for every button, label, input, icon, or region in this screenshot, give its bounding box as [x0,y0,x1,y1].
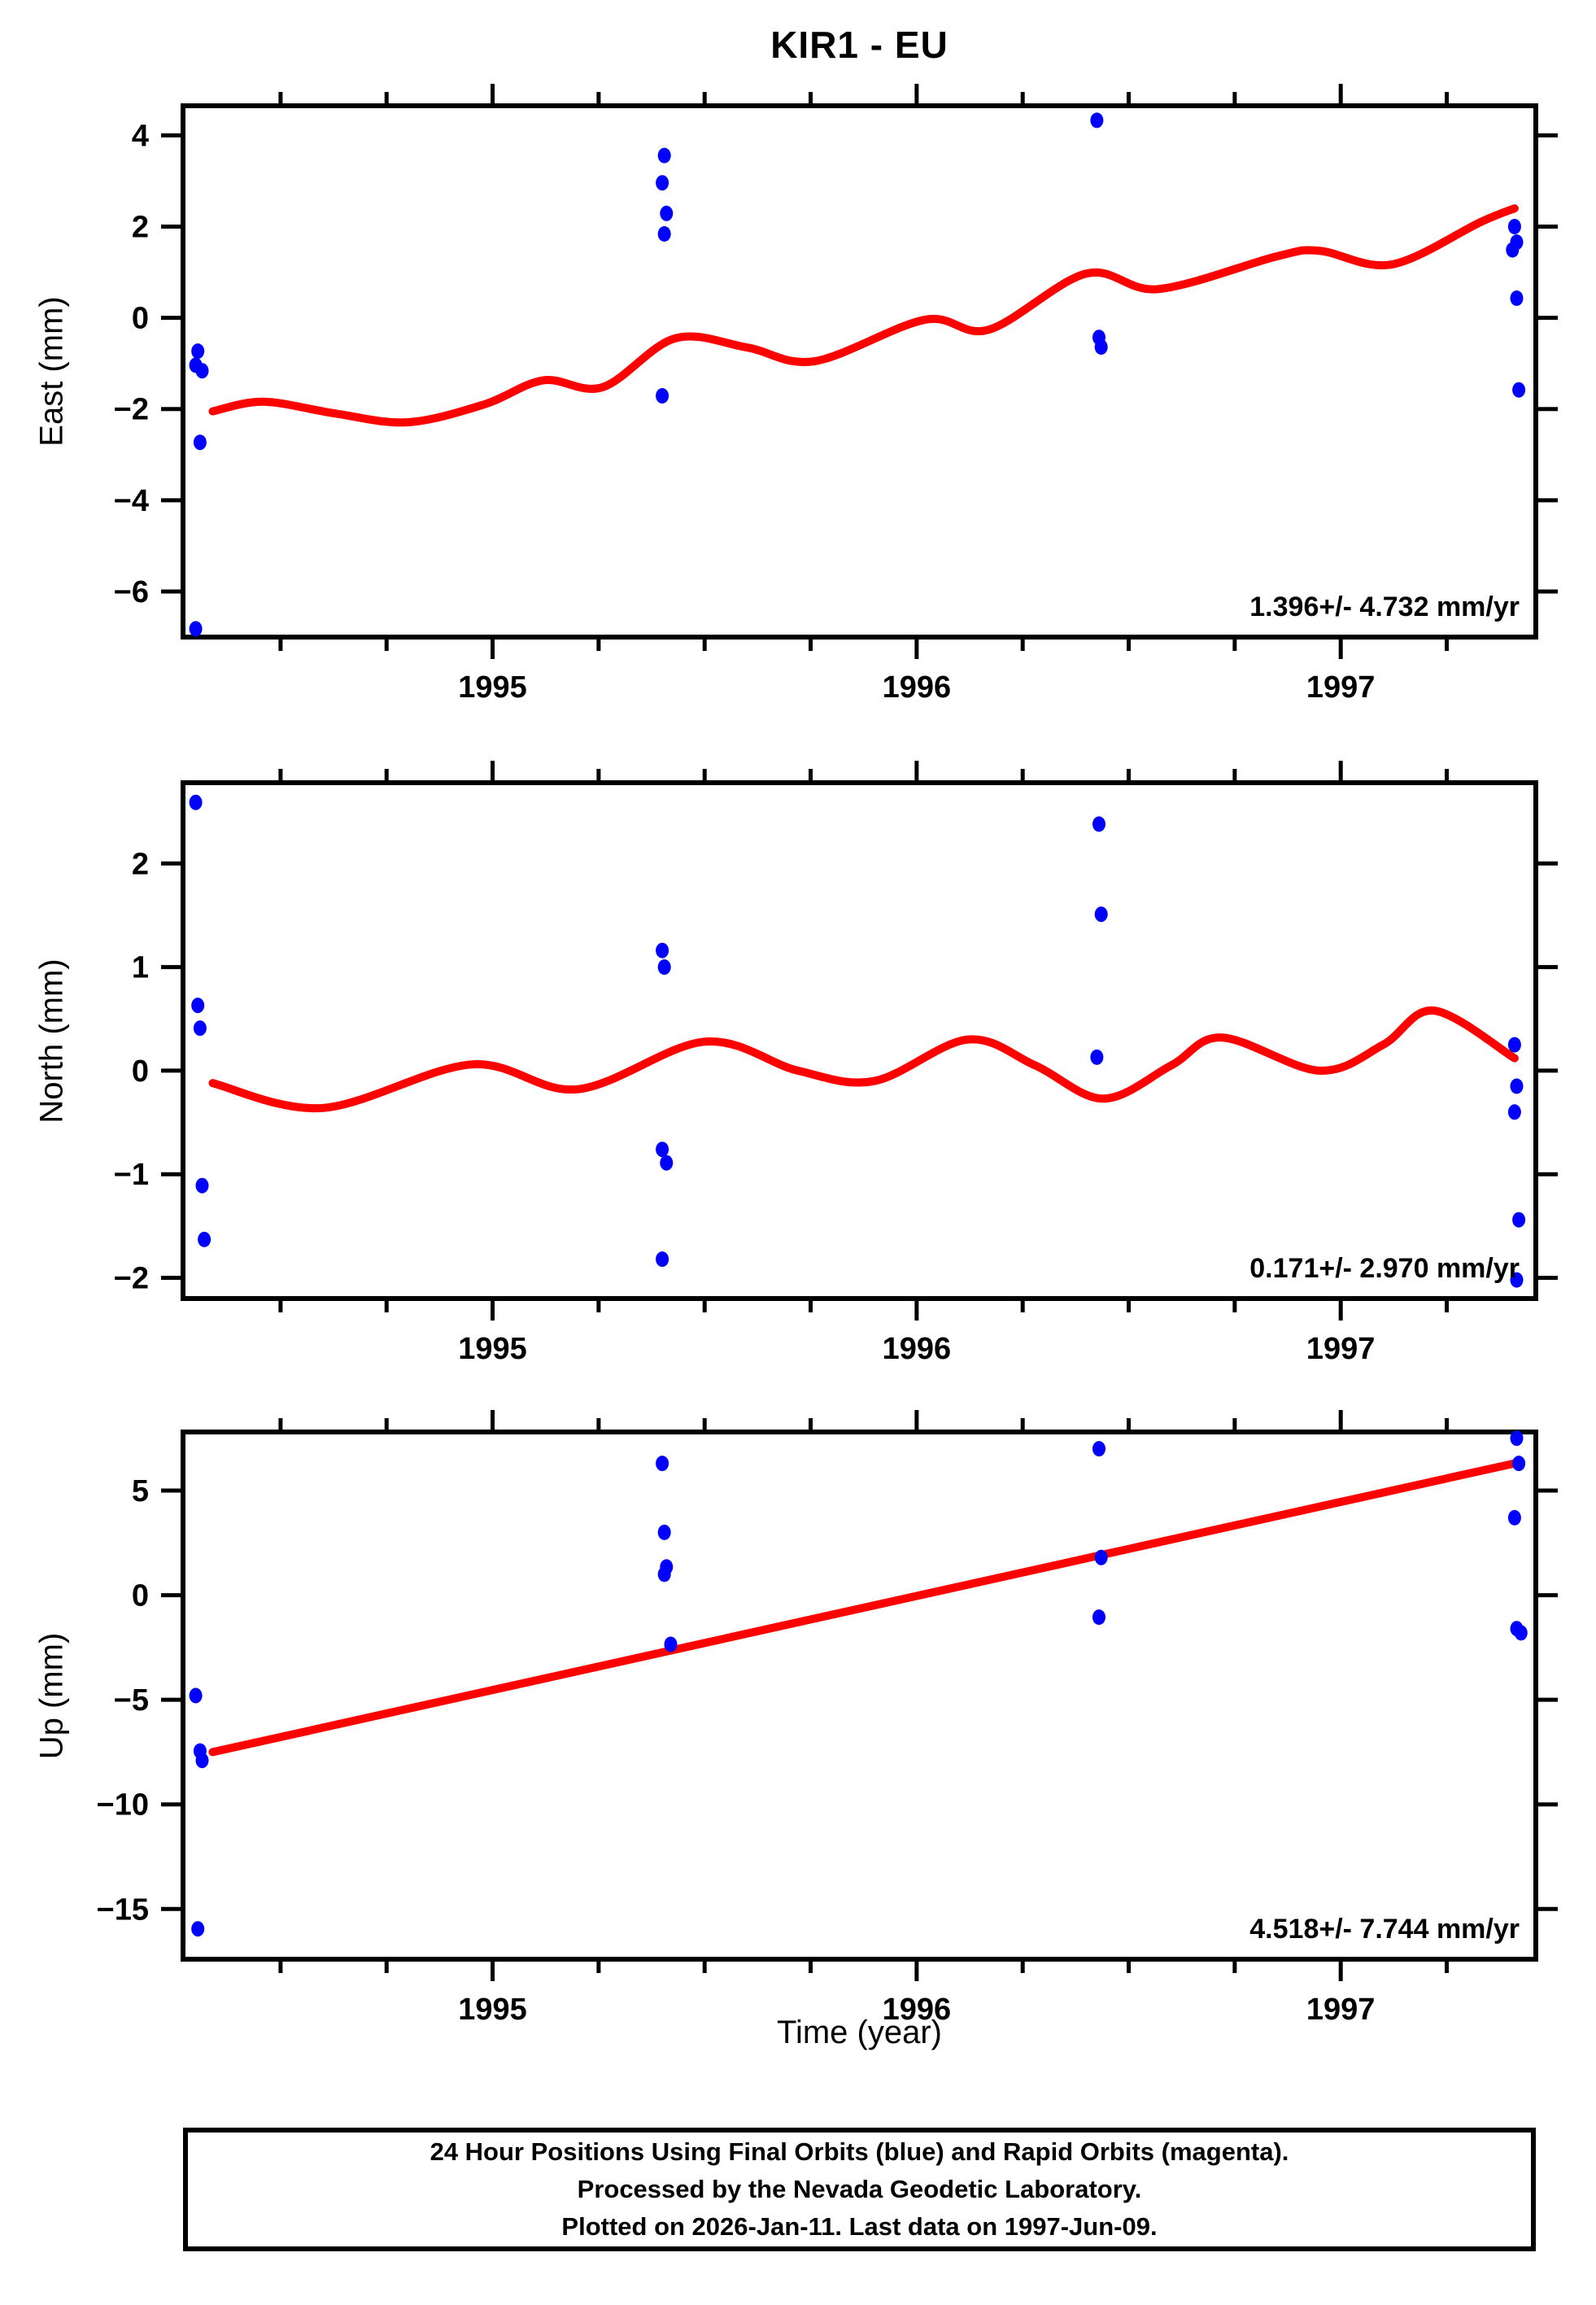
data-point [657,959,671,976]
fit-line-up [208,1459,1519,1757]
data-point [189,1687,203,1704]
rate-annotation-east: 1.396+/- 4.732 mm/yr [1249,592,1520,622]
x-tick-label: 1995 [458,1993,527,2027]
data-point [193,1020,207,1037]
data-point [656,175,669,191]
data-point [657,1524,671,1540]
data-point [1507,1037,1521,1053]
x-tick-label: 1995 [458,670,527,705]
x-tick-label: 1997 [1306,1993,1376,2027]
data-point [656,1456,669,1472]
data-point [1510,1078,1524,1094]
data-point [1510,290,1524,306]
data-point [664,1636,678,1652]
y-axis-label-east: East (mm) [29,106,75,637]
page-title: KIR1 - EU [770,24,948,66]
y-axis-label-east-text: East (mm) [33,296,70,447]
data-point [1507,219,1521,234]
data-point [1507,1104,1521,1120]
y-axis-label-up: Up (mm) [29,1432,75,1959]
y-tick-label: −5 [114,1683,149,1718]
y-axis-label-up-text: Up (mm) [33,1632,70,1759]
data-point [1514,1625,1528,1641]
y-tick-label: −10 [97,1788,149,1823]
x-tick-label: 1996 [883,670,952,705]
x-tick-label: 1997 [1306,1332,1376,1366]
data-point [1094,906,1108,923]
data-point [195,1177,209,1194]
x-tick-label: 1995 [458,1332,527,1366]
rate-annotation-up: 4.518+/- 7.744 mm/yr [1249,1914,1520,1945]
y-tick-label: −1 [114,1158,149,1192]
y-tick-label: 5 [132,1474,149,1508]
y-tick-label: 0 [132,1579,149,1613]
data-point [1510,1430,1524,1447]
fit-line-north [208,1006,1519,1113]
data-point [1506,242,1520,258]
data-point [657,1566,671,1583]
data-point [656,388,669,404]
y-tick-label: −2 [114,393,149,427]
data-point [1507,1509,1521,1526]
x-tick-label: 1996 [883,1332,952,1366]
y-axis-label-north-text: North (mm) [33,958,70,1124]
caption-line-1: 24 Hour Positions Using Final Orbits (bl… [430,2137,1289,2166]
data-point [195,1753,209,1769]
caption-line-3: Plotted on 2026-Jan-11. Last data on 199… [561,2212,1158,2241]
caption-line-2: Processed by the Nevada Geodetic Laborat… [577,2175,1142,2203]
data-point [1092,1609,1105,1626]
data-point [1092,816,1105,832]
y-tick-label: 1 [132,951,149,985]
data-point [1510,1272,1524,1288]
x-tick-label: 1997 [1306,670,1376,705]
data-point [656,1142,669,1158]
data-point [1094,1549,1108,1565]
data-point [193,434,207,451]
y-tick-label: −15 [97,1892,149,1927]
y-tick-label: 0 [132,302,149,336]
y-tick-label: −4 [114,484,149,518]
data-point [1512,1456,1526,1472]
data-point [191,343,205,360]
data-point [191,1921,205,1937]
caption-box: 24 Hour Positions Using Final Orbits (bl… [183,2128,1536,2251]
x-tick-label: 1996 [883,1993,952,2027]
data-point [189,794,203,810]
data-point [191,998,205,1014]
data-point [1512,1211,1526,1228]
data-point [1090,112,1104,129]
y-tick-label: 2 [132,847,149,881]
data-point [657,226,671,242]
y-tick-label: 4 [132,119,149,153]
y-axis-label-north: North (mm) [29,783,75,1299]
data-point [1090,1049,1104,1065]
data-point [1512,382,1526,398]
data-point [660,205,674,221]
data-point [189,621,203,637]
y-tick-label: 2 [132,211,149,245]
x-axis-label: Time (year) [777,2015,942,2050]
rate-annotation-north: 0.171+/- 2.970 mm/yr [1249,1253,1520,1284]
y-tick-label: 0 [132,1054,149,1089]
y-tick-label: −6 [114,575,149,609]
data-point [1092,1441,1105,1457]
data-point [657,147,671,164]
panel-frame-east [181,103,1538,640]
data-point [198,1231,211,1247]
y-tick-label: −2 [114,1262,149,1296]
panel-frame-north [181,780,1538,1301]
data-point [195,363,209,379]
data-point [656,942,669,958]
fit-line-east [208,204,1519,427]
data-point [660,1155,674,1171]
data-point [1094,339,1108,355]
panel-frame-up [181,1430,1538,1962]
data-point [656,1251,669,1268]
